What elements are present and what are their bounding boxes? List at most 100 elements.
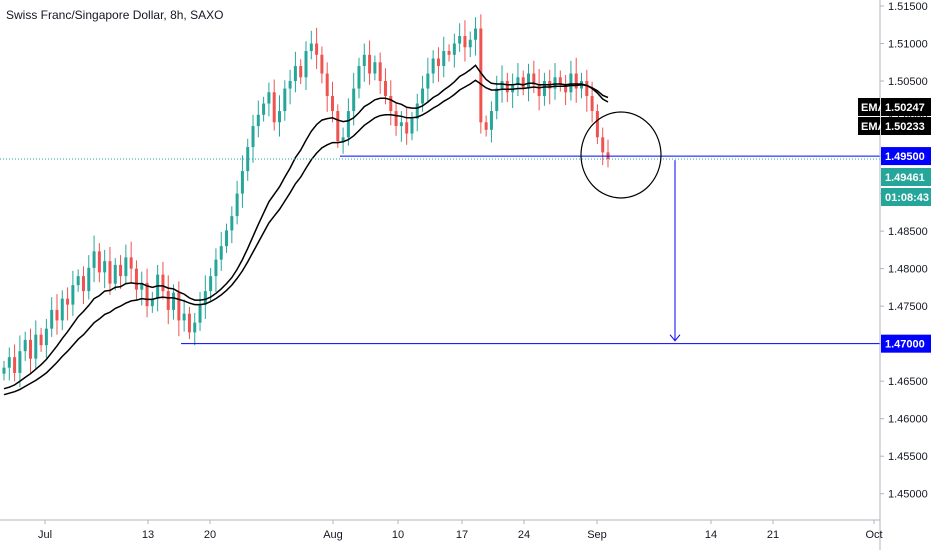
candle-body — [325, 73, 329, 97]
time-tick-label: 14 — [705, 529, 717, 541]
candle-body — [405, 122, 409, 134]
time-tick-label: 21 — [767, 529, 779, 541]
time-tick-label: Oct — [865, 529, 882, 541]
candle-body — [463, 36, 467, 48]
candle-body — [468, 39, 472, 48]
candle-body — [28, 339, 32, 359]
candle-body — [383, 81, 387, 97]
current-price-tag: 1.49461 — [881, 168, 931, 187]
time-axis[interactable]: Jul 13 20 Aug 10 17 24 Sep 14 21 Oct — [0, 519, 883, 541]
price-tick-label: 1.48000 — [888, 264, 928, 276]
candle-body — [225, 230, 229, 247]
ema-tag-prefix: EMA — [861, 102, 886, 114]
candle-body — [92, 251, 96, 268]
candle-body — [558, 77, 562, 85]
candle-body — [214, 259, 218, 277]
price-tag-bg — [881, 334, 931, 353]
candle-body — [553, 77, 557, 89]
price-tag-label: 1.50247 — [885, 102, 925, 114]
candle-body — [283, 88, 287, 112]
candle-body — [39, 334, 43, 346]
candle-body — [399, 122, 403, 127]
price-tick-label: 1.51500 — [888, 1, 928, 13]
candle-body — [13, 357, 17, 373]
candle-body — [474, 28, 478, 40]
price-tick-label: 1.50500 — [888, 76, 928, 88]
time-tick-label: Sep — [587, 529, 607, 541]
candle-body — [230, 216, 234, 231]
candle-body — [209, 276, 213, 292]
candle-body — [288, 81, 292, 89]
price-tag-bg — [881, 168, 931, 187]
candle-body — [187, 313, 191, 333]
key-levels — [0, 155, 880, 345]
ema-slow-tag: EMA 1.50233 — [858, 117, 931, 135]
candle-body — [394, 111, 398, 127]
candle-body — [484, 122, 488, 130]
candle-body — [50, 309, 54, 329]
candle-body — [452, 43, 456, 55]
price-tick-label: 1.46500 — [888, 376, 928, 388]
annotations — [580, 111, 681, 342]
candle-body — [532, 73, 536, 85]
candle-body — [87, 267, 91, 292]
candle-body — [2, 367, 6, 374]
candle-body — [590, 96, 594, 112]
candle-body — [574, 73, 578, 89]
candle-body — [436, 58, 440, 67]
price-axis[interactable]: 1.515001.510001.505001.500001.495001.490… — [879, 0, 928, 550]
ema-tag-prefix: EMA — [861, 121, 886, 133]
candle-body — [336, 111, 340, 142]
candle-body — [315, 43, 319, 55]
level-tag-upper: 1.49500 — [881, 147, 931, 166]
candle-body — [341, 137, 345, 142]
candle-body — [172, 292, 176, 310]
candle-body — [442, 51, 446, 67]
candle-body — [368, 54, 372, 74]
price-tick-label: 1.51000 — [888, 39, 928, 51]
candle-body — [272, 92, 276, 123]
candle-body — [521, 77, 525, 89]
candle-body — [134, 268, 138, 290]
candle-body — [426, 73, 430, 89]
candle-body — [537, 84, 541, 97]
candle-body — [421, 88, 425, 104]
candle-body — [103, 261, 107, 273]
candle-body — [71, 285, 75, 305]
candle-body — [410, 118, 414, 134]
price-tick-label: 1.47500 — [888, 301, 928, 313]
ema-tag-prefix-bg — [858, 117, 880, 135]
candle-body — [262, 103, 266, 115]
candle-body — [362, 54, 366, 67]
candle-body — [150, 298, 154, 307]
candle-body — [267, 92, 271, 104]
candle-body — [166, 291, 170, 310]
candles — [2, 14, 610, 388]
time-tick-label: Jul — [38, 529, 52, 541]
candle-body — [18, 351, 22, 373]
candle-body — [500, 81, 504, 89]
candle-body — [60, 298, 64, 321]
candle-body — [373, 62, 377, 74]
candle-body — [542, 81, 546, 97]
price-tag-bg — [881, 188, 931, 207]
chart-title: Swiss Franc/Singapore Dollar, 8h, SAXO — [6, 8, 224, 22]
candle-body — [97, 251, 101, 273]
candle-body — [458, 36, 462, 44]
candle-body — [447, 51, 451, 55]
candle-body — [240, 171, 244, 194]
ema-slow-line — [3, 79, 609, 396]
candle-body — [219, 246, 223, 260]
candle-body — [177, 292, 181, 321]
candle-body — [7, 357, 11, 368]
price-tag-label: 1.49500 — [885, 151, 925, 163]
price-tag-label: 1.49461 — [885, 172, 925, 184]
candle-body — [299, 66, 303, 78]
candle-body — [113, 264, 117, 284]
candle-body — [124, 257, 128, 277]
candle-body — [182, 313, 186, 321]
candle-body — [309, 43, 313, 52]
candle-body — [119, 264, 123, 277]
